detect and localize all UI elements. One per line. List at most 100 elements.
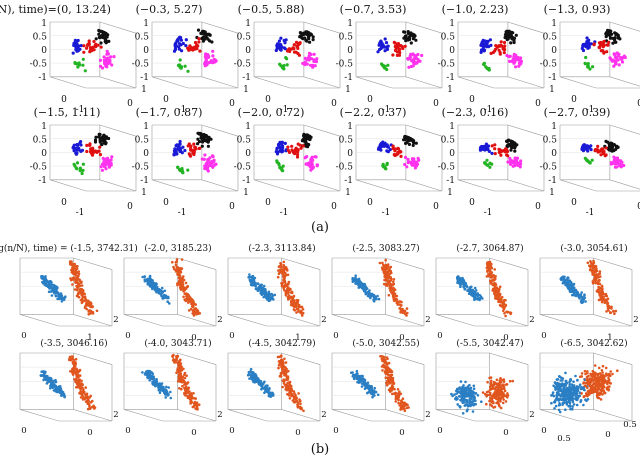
data-point bbox=[94, 45, 98, 49]
data-point bbox=[561, 281, 565, 285]
y-tick-label: 2 bbox=[425, 410, 430, 420]
data-point bbox=[179, 287, 182, 290]
data-point bbox=[372, 389, 376, 393]
data-point bbox=[458, 405, 462, 408]
y-tick-label: 1 bbox=[345, 188, 351, 198]
data-point bbox=[95, 309, 99, 313]
data-point bbox=[287, 47, 291, 52]
data-point bbox=[300, 310, 303, 313]
data-point bbox=[307, 137, 311, 141]
z-tick-label: 1 bbox=[245, 122, 251, 132]
x-tick-label: 0 bbox=[229, 426, 234, 436]
data-point bbox=[377, 297, 381, 301]
axes-top-edge bbox=[73, 352, 113, 365]
y-tick-label: 1 bbox=[607, 333, 612, 343]
y-tick-label: 1 bbox=[87, 333, 92, 343]
data-point bbox=[608, 56, 612, 60]
data-point bbox=[591, 264, 594, 268]
data-point bbox=[612, 149, 616, 153]
data-point bbox=[590, 158, 594, 162]
y-tick-label: 0 bbox=[503, 333, 508, 343]
data-point bbox=[186, 292, 189, 296]
data-point bbox=[395, 395, 398, 399]
x-tick-label: -1 bbox=[280, 208, 289, 218]
axes-floor bbox=[435, 314, 529, 327]
data-point bbox=[178, 280, 181, 284]
data-point bbox=[456, 403, 460, 406]
data-point bbox=[293, 392, 296, 395]
data-point bbox=[383, 66, 387, 70]
data-point bbox=[104, 167, 108, 171]
data-point bbox=[279, 358, 283, 362]
data-point bbox=[175, 265, 178, 269]
data-point bbox=[185, 294, 188, 298]
data-point bbox=[89, 302, 93, 305]
data-point bbox=[610, 145, 615, 149]
data-point bbox=[86, 407, 90, 411]
data-point bbox=[143, 279, 147, 283]
data-point bbox=[197, 40, 201, 44]
data-point bbox=[78, 288, 82, 292]
data-point bbox=[178, 367, 181, 370]
x-tick-label: 0 bbox=[541, 331, 546, 341]
data-point bbox=[107, 39, 111, 44]
data-point bbox=[506, 154, 510, 158]
x-tick-label: 0 bbox=[125, 426, 130, 436]
data-point bbox=[501, 396, 505, 399]
panel-b-5: (-2.7, 3064.87)0 02 bbox=[435, 243, 535, 343]
data-point bbox=[258, 285, 261, 288]
data-point bbox=[462, 384, 465, 387]
panel-title: (-2.5, 3083.27) bbox=[352, 243, 419, 254]
data-point bbox=[54, 284, 57, 288]
axes-floor bbox=[123, 409, 217, 422]
y-tick-label: 0 bbox=[637, 202, 640, 212]
data-point bbox=[390, 377, 393, 381]
data-point bbox=[461, 401, 465, 404]
data-point bbox=[511, 161, 515, 165]
data-point bbox=[254, 380, 257, 384]
data-point bbox=[196, 28, 201, 32]
data-point bbox=[180, 49, 184, 53]
data-point bbox=[54, 294, 58, 297]
data-point bbox=[306, 58, 310, 62]
z-tick-label: -0.5 bbox=[132, 163, 150, 173]
data-point bbox=[517, 64, 521, 68]
data-point bbox=[42, 277, 45, 280]
data-point bbox=[152, 377, 156, 381]
data-point bbox=[499, 406, 503, 410]
z-tick-label: 1 bbox=[449, 122, 455, 132]
data-point bbox=[277, 163, 281, 167]
data-point bbox=[177, 363, 181, 366]
data-point bbox=[75, 43, 79, 48]
data-point bbox=[485, 45, 489, 49]
data-point bbox=[586, 145, 591, 149]
axes-top-edge bbox=[593, 257, 633, 270]
x-tick-label: 0 bbox=[437, 426, 442, 436]
data-point bbox=[141, 371, 144, 374]
data-point bbox=[44, 275, 47, 278]
data-point bbox=[279, 47, 283, 51]
data-point bbox=[162, 385, 165, 389]
data-point bbox=[519, 162, 523, 166]
data-point bbox=[179, 43, 183, 47]
data-point bbox=[185, 374, 188, 378]
axes-floor bbox=[435, 409, 529, 422]
data-point bbox=[64, 295, 67, 299]
data-point bbox=[514, 65, 518, 69]
data-point bbox=[478, 296, 482, 300]
data-point bbox=[92, 150, 96, 154]
data-point bbox=[607, 40, 611, 44]
data-point bbox=[50, 294, 54, 297]
data-point bbox=[182, 295, 185, 299]
data-point bbox=[259, 287, 262, 291]
data-point bbox=[464, 387, 467, 391]
data-point bbox=[184, 281, 188, 285]
data-point bbox=[49, 384, 52, 388]
panel-title: (-5.0, 3042.55) bbox=[352, 338, 419, 349]
data-point bbox=[71, 358, 74, 361]
y-tick-label: 0 bbox=[331, 99, 337, 109]
data-point bbox=[361, 284, 365, 288]
data-point bbox=[53, 385, 56, 388]
data-point bbox=[591, 280, 595, 283]
data-point bbox=[76, 288, 79, 291]
